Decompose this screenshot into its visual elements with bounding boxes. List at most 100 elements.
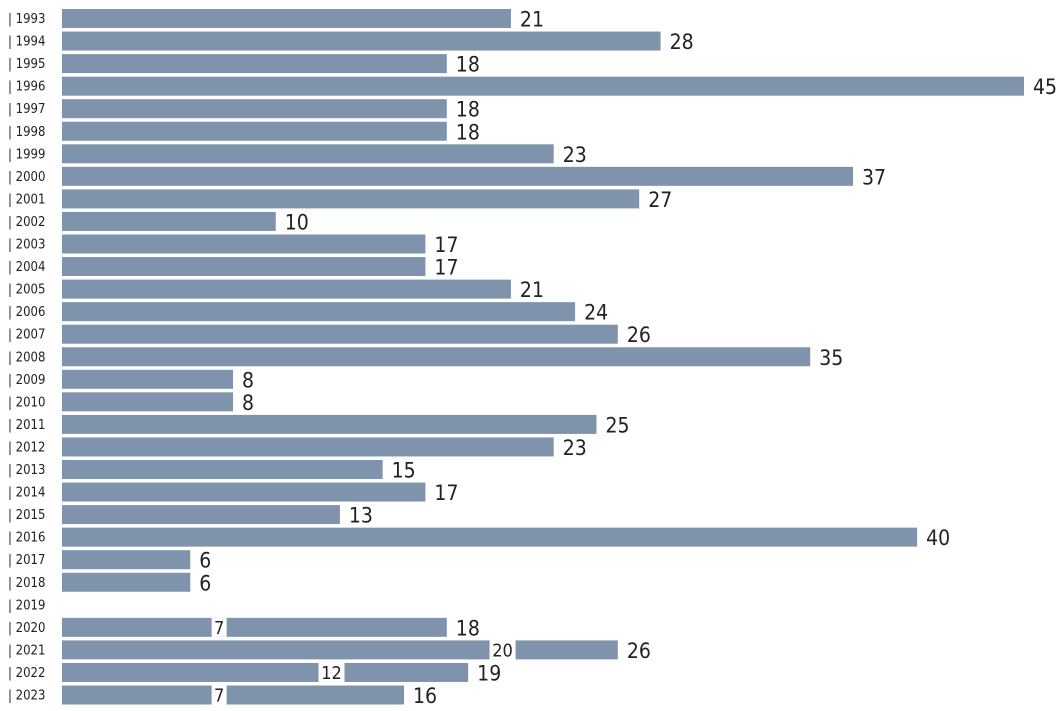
year-tick-label: | 2004	[8, 260, 45, 275]
year-tick-label: | 2005	[8, 283, 45, 298]
year-tick-label: | 2013	[8, 463, 45, 478]
year-tick-label: | 2016	[8, 531, 45, 546]
inner-marker-background	[318, 662, 345, 682]
bar	[62, 685, 405, 705]
bar	[62, 121, 447, 141]
value-label: 23	[563, 143, 587, 167]
bar	[62, 302, 576, 322]
value-label: 17	[434, 481, 458, 505]
year-tick-label: | 2012	[8, 440, 45, 455]
bar	[62, 369, 234, 389]
inner-marker-background	[211, 617, 227, 637]
year-tick-label: | 2003	[8, 238, 45, 253]
bar	[62, 76, 1024, 96]
value-label: 17	[434, 233, 458, 257]
bar	[62, 437, 554, 457]
year-tick-label: | 1996	[8, 80, 45, 95]
year-tick-label: | 2009	[8, 373, 45, 388]
value-label: 10	[285, 210, 309, 234]
value-label: 18	[456, 616, 480, 640]
value-label: 19	[477, 661, 501, 685]
bar	[62, 414, 597, 434]
year-tick-label: | 2020	[8, 621, 45, 636]
year-tick-label: | 2000	[8, 170, 45, 185]
value-label: 45	[1033, 75, 1057, 99]
bar	[62, 617, 447, 637]
value-label: 21	[520, 8, 544, 32]
value-label: 23	[563, 436, 587, 460]
inner-value-label: 12	[321, 663, 342, 684]
inner-value-label: 7	[214, 686, 224, 707]
bar	[62, 505, 340, 525]
value-label: 28	[670, 30, 694, 54]
year-tick-label: | 2008	[8, 350, 45, 365]
value-label: 13	[349, 504, 373, 528]
bar	[62, 211, 276, 231]
bar	[62, 166, 853, 186]
value-label: 18	[456, 120, 480, 144]
year-tick-label: | 2006	[8, 305, 45, 320]
bar	[62, 392, 234, 412]
bar	[62, 662, 469, 682]
bar	[62, 640, 618, 660]
year-tick-label: | 2021	[8, 643, 45, 658]
value-label: 37	[862, 165, 886, 189]
bar	[62, 482, 426, 502]
year-tick-label: | 1993	[8, 12, 45, 27]
year-tick-label: | 2017	[8, 553, 45, 568]
year-tick-label: | 1997	[8, 102, 45, 117]
value-label: 16	[413, 684, 437, 708]
year-tick-label: | 1995	[8, 57, 45, 72]
year-tick-label: | 2019	[8, 598, 45, 613]
bar	[62, 54, 447, 74]
year-tick-label: | 2001	[8, 192, 45, 207]
value-label: 26	[627, 639, 651, 663]
year-tick-label: | 1998	[8, 125, 45, 140]
bar	[62, 324, 618, 344]
value-label: 6	[199, 571, 211, 595]
value-label: 21	[520, 278, 544, 302]
bar	[62, 572, 191, 592]
bar	[62, 9, 511, 28]
bar	[62, 550, 191, 570]
inner-marker-background	[211, 685, 227, 705]
year-tick-label: | 2018	[8, 576, 45, 591]
inner-marker-background	[489, 640, 516, 660]
value-label: 35	[819, 346, 843, 370]
value-label: 8	[242, 391, 254, 415]
value-label: 17	[434, 256, 458, 280]
bar	[62, 279, 511, 299]
bar	[62, 144, 554, 164]
bar	[62, 99, 447, 119]
bar	[62, 234, 426, 254]
inner-value-label: 20	[492, 640, 513, 661]
bar	[62, 460, 383, 479]
value-label: 40	[926, 526, 950, 550]
bar	[62, 257, 426, 277]
year-tick-label: | 1999	[8, 147, 45, 162]
value-label: 27	[648, 188, 672, 212]
year-tick-label: | 2007	[8, 328, 45, 343]
bar	[62, 189, 640, 209]
value-label: 6	[199, 549, 211, 573]
value-label: 24	[584, 301, 608, 325]
year-tick-label: | 2015	[8, 508, 45, 523]
year-tick-label: | 2022	[8, 666, 45, 681]
year-tick-label: | 1994	[8, 35, 45, 50]
inner-value-label: 7	[214, 618, 224, 639]
year-tick-label: | 2010	[8, 395, 45, 410]
value-label: 18	[456, 98, 480, 122]
bar	[62, 31, 661, 51]
value-label: 15	[392, 459, 416, 483]
value-label: 8	[242, 368, 254, 392]
year-tick-label: | 2023	[8, 689, 45, 704]
bar	[62, 527, 918, 547]
value-label: 25	[605, 413, 629, 437]
year-tick-label: | 2014	[8, 486, 45, 501]
value-label: 26	[627, 323, 651, 347]
value-label: 18	[456, 53, 480, 77]
year-tick-label: | 2002	[8, 215, 45, 230]
bar	[62, 347, 811, 367]
